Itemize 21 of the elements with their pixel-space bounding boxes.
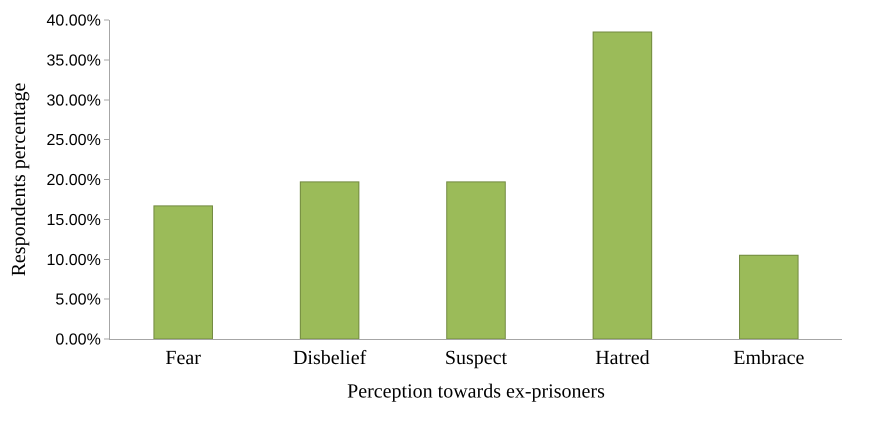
y-tick-label: 35.00% bbox=[46, 52, 101, 70]
bar bbox=[739, 254, 799, 339]
x-tick-label: Embrace bbox=[733, 347, 804, 369]
y-tick-label: 10.00% bbox=[46, 252, 101, 269]
y-tick-label: 0.00% bbox=[55, 332, 101, 349]
bar bbox=[153, 205, 213, 339]
y-tick-label: 15.00% bbox=[46, 212, 101, 229]
x-axis-title: Perception towards ex-prisoners bbox=[347, 380, 606, 402]
y-axis-title: Respondents percentage bbox=[8, 82, 30, 276]
y-tick-label: 40.00% bbox=[46, 12, 101, 30]
x-tick-label: Disbelief bbox=[292, 347, 367, 369]
y-tick-label: 5.00% bbox=[55, 292, 101, 309]
x-tick-label: Hatred bbox=[595, 347, 650, 369]
bar bbox=[300, 181, 360, 339]
y-tick-label: 25.00% bbox=[46, 132, 101, 150]
y-tick-label: 30.00% bbox=[46, 92, 101, 110]
x-tick-label: Fear bbox=[165, 347, 202, 369]
bar bbox=[592, 31, 652, 339]
bar bbox=[446, 181, 506, 339]
x-tick-label: Suspect bbox=[444, 347, 508, 369]
y-tick-label: 20.00% bbox=[46, 172, 101, 190]
